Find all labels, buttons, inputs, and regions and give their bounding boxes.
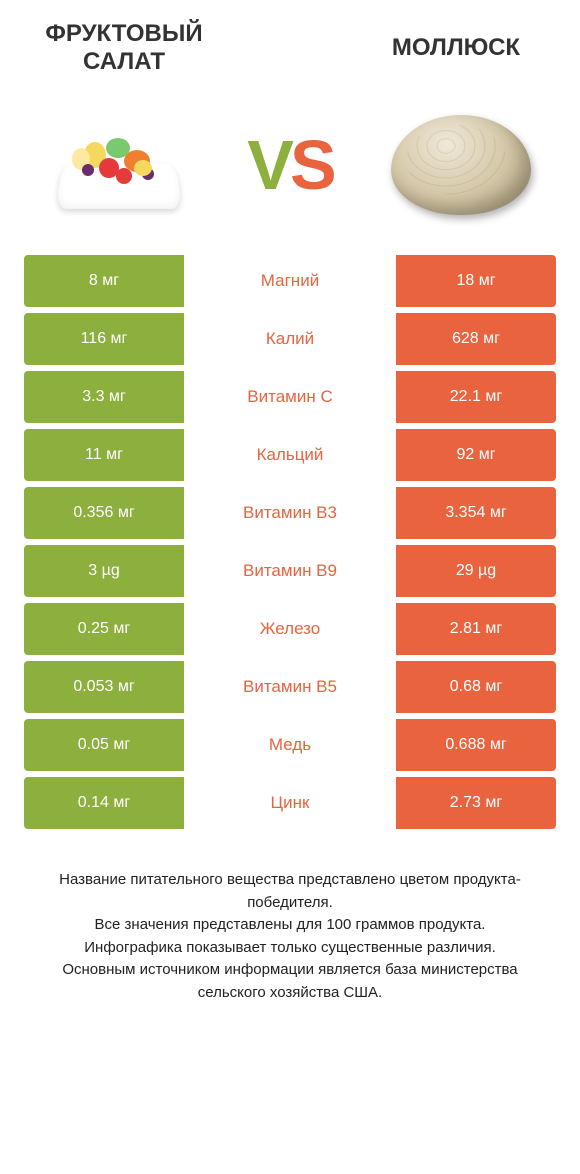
table-row: 11 мгКальций92 мг [24,429,556,481]
table-row: 0.356 мгВитамин B33.354 мг [24,487,556,539]
nutrient-label: Витамин B5 [184,661,396,713]
table-row: 3 µgВитамин B929 µg [24,545,556,597]
left-value: 3.3 мг [24,371,184,423]
nutrient-label: Цинк [184,777,396,829]
fruit-salad-icon [44,105,194,225]
nutrient-label: Витамин C [184,371,396,423]
nutrient-label: Магний [184,255,396,307]
nutrient-label: Витамин B3 [184,487,396,539]
left-value: 116 мг [24,313,184,365]
left-value: 0.053 мг [24,661,184,713]
nutrient-label: Железо [184,603,396,655]
right-value: 3.354 мг [396,487,556,539]
clam-icon [386,105,536,225]
right-value: 2.81 мг [396,603,556,655]
right-value: 0.688 мг [396,719,556,771]
right-product-title: МОЛЛЮСК [356,34,556,62]
left-value: 8 мг [24,255,184,307]
left-value: 0.05 мг [24,719,184,771]
right-value: 22.1 мг [396,371,556,423]
left-value: 0.25 мг [24,603,184,655]
nutrient-label: Калий [184,313,396,365]
left-product-title: ФРУКТОВЫЙ САЛАТ [24,20,224,75]
right-value: 92 мг [396,429,556,481]
image-row: VS [24,105,556,225]
footer-line: Все значения представлены для 100 граммо… [34,914,546,937]
right-value: 2.73 мг [396,777,556,829]
footer-notes: Название питательного вещества представл… [24,869,556,1004]
table-row: 0.05 мгМедь0.688 мг [24,719,556,771]
nutrient-label: Медь [184,719,396,771]
right-value: 0.68 мг [396,661,556,713]
footer-line: Основным источником информации является … [34,959,546,1004]
right-value: 29 µg [396,545,556,597]
table-row: 8 мгМагний18 мг [24,255,556,307]
left-value: 11 мг [24,429,184,481]
table-row: 3.3 мгВитамин C22.1 мг [24,371,556,423]
right-value: 628 мг [396,313,556,365]
table-row: 0.053 мгВитамин B50.68 мг [24,661,556,713]
header: ФРУКТОВЫЙ САЛАТ МОЛЛЮСК [24,20,556,75]
table-row: 0.25 мгЖелезо2.81 мг [24,603,556,655]
table-row: 0.14 мгЦинк2.73 мг [24,777,556,829]
footer-line: Инфографика показывает только существенн… [34,937,546,960]
table-row: 116 мгКалий628 мг [24,313,556,365]
vs-label: VS [247,125,332,205]
left-value: 0.356 мг [24,487,184,539]
comparison-table: 8 мгМагний18 мг116 мгКалий628 мг3.3 мгВи… [24,255,556,829]
left-value: 0.14 мг [24,777,184,829]
left-value: 3 µg [24,545,184,597]
right-value: 18 мг [396,255,556,307]
nutrient-label: Кальций [184,429,396,481]
nutrient-label: Витамин B9 [184,545,396,597]
footer-line: Название питательного вещества представл… [34,869,546,914]
